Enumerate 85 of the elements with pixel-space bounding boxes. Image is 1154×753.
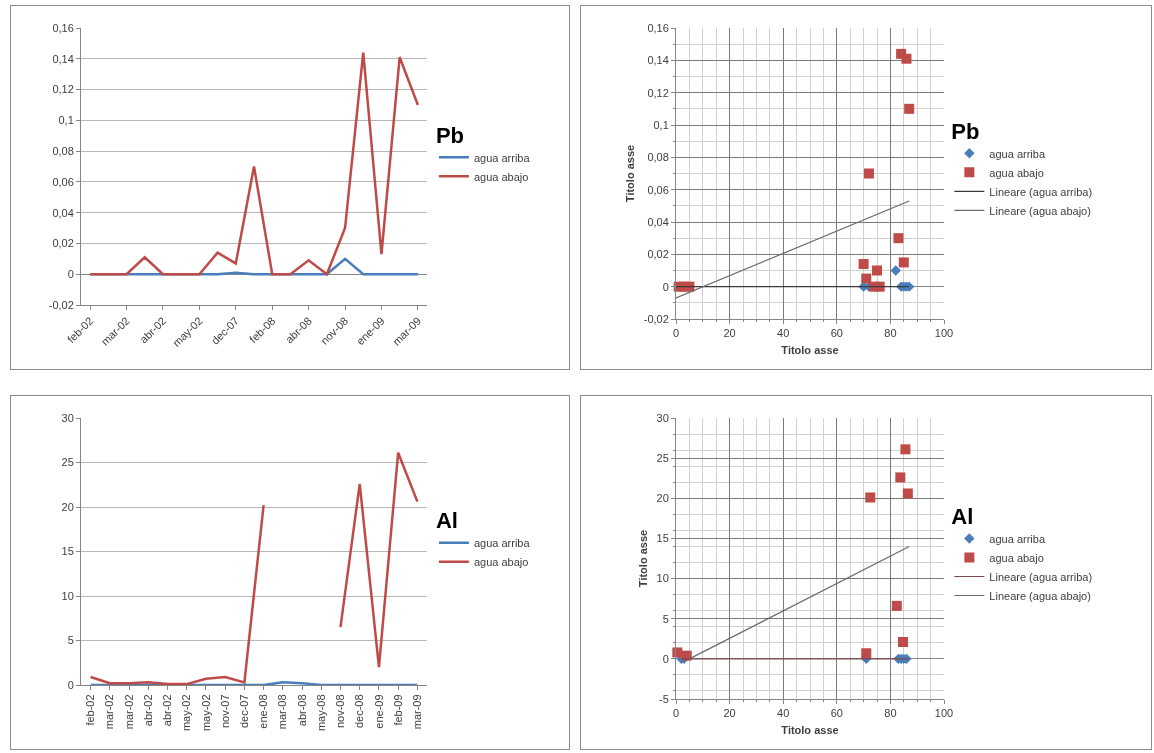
x-tick-label: 100 bbox=[934, 707, 954, 720]
legend-label: agua arriba bbox=[989, 147, 1046, 160]
y-tick-label: 0,02 bbox=[647, 248, 669, 261]
x-tick-label: ene-09 bbox=[372, 694, 385, 729]
x-tick-label: 20 bbox=[723, 327, 736, 340]
x-tick-label: mar-09 bbox=[410, 694, 423, 730]
x-axis-title: Titolo asse bbox=[781, 724, 839, 737]
y-tick-label: 0 bbox=[67, 678, 74, 691]
x-tick-label: 20 bbox=[723, 707, 736, 720]
x-tick-label: feb-09 bbox=[391, 694, 404, 726]
y-tick-label: 0,16 bbox=[647, 21, 669, 34]
y-tick-label: 5 bbox=[662, 612, 669, 625]
legend-label: agua abajo bbox=[473, 556, 529, 569]
y-tick-label: 0,12 bbox=[52, 83, 74, 96]
x-tick-label: 40 bbox=[777, 327, 790, 340]
x-tick-label: 0 bbox=[672, 707, 680, 720]
y-tick-label: 15 bbox=[61, 545, 74, 558]
legend-title: Pb bbox=[951, 118, 980, 144]
x-axis-title: Titolo asse bbox=[781, 344, 839, 357]
x-tick-label: dec-07 bbox=[237, 694, 250, 729]
y-tick-label: 0,14 bbox=[52, 52, 74, 65]
y-tick-label: -5 bbox=[659, 692, 669, 705]
legend-title: Al bbox=[435, 508, 458, 534]
y-tick-label: 0,04 bbox=[52, 206, 74, 219]
y-axis-title: Titolo asse bbox=[637, 529, 650, 588]
y-tick-label: 0 bbox=[662, 652, 669, 665]
legend-label: Lineare (agua abajo) bbox=[989, 589, 1091, 602]
x-tick-label: nov-07 bbox=[218, 694, 231, 729]
y-tick-label: 30 bbox=[656, 411, 669, 424]
y-tick-label: 0,08 bbox=[52, 144, 74, 157]
x-tick-label: mar-02 bbox=[103, 694, 116, 730]
y-tick-label: 0,12 bbox=[647, 86, 669, 99]
y-tick-label: 20 bbox=[656, 492, 669, 505]
legend-label: agua arriba bbox=[473, 537, 531, 550]
x-tick-label: mar-08 bbox=[276, 694, 289, 730]
x-tick-label: 80 bbox=[884, 707, 897, 720]
x-tick-label: ene-08 bbox=[257, 694, 270, 729]
y-tick-label: 15 bbox=[656, 532, 669, 545]
y-tick-label: 0 bbox=[67, 268, 74, 281]
x-tick-label: 0 bbox=[672, 327, 680, 340]
legend-label: Lineare (agua abajo) bbox=[989, 204, 1091, 217]
legend-title: Pb bbox=[435, 122, 465, 148]
y-tick-label: 0,04 bbox=[647, 215, 669, 228]
y-tick-label: -0,02 bbox=[643, 312, 669, 325]
x-tick-label: dec-08 bbox=[353, 694, 366, 729]
legend-label: agua abajo bbox=[989, 166, 1044, 179]
y-tick-label: 0,06 bbox=[52, 175, 74, 188]
legend-label: agua arriba bbox=[473, 151, 531, 164]
legend-title: Al bbox=[951, 503, 974, 529]
y-tick-label: 20 bbox=[61, 500, 74, 513]
y-tick-label: 25 bbox=[656, 451, 669, 464]
x-tick-label: nov-08 bbox=[334, 694, 347, 729]
x-tick-label: may-02 bbox=[199, 694, 212, 732]
legend-label: agua abajo bbox=[473, 170, 529, 183]
y-tick-label: 0,06 bbox=[647, 183, 669, 196]
y-tick-label: 25 bbox=[61, 456, 74, 469]
y-tick-label: 10 bbox=[656, 572, 669, 585]
y-tick-label: 0,16 bbox=[52, 21, 74, 34]
x-tick-label: may-08 bbox=[314, 694, 327, 732]
y-tick-label: 5 bbox=[67, 634, 74, 647]
y-tick-label: -0,02 bbox=[48, 298, 74, 311]
x-tick-label: 80 bbox=[884, 327, 897, 340]
x-tick-label: mar-02 bbox=[122, 694, 135, 730]
y-tick-label: 10 bbox=[61, 589, 74, 602]
x-tick-label: 60 bbox=[830, 327, 843, 340]
y-tick-label: 0,14 bbox=[647, 54, 669, 67]
legend-label: agua abajo bbox=[989, 551, 1044, 564]
y-tick-label: 0,1 bbox=[58, 114, 74, 127]
y-axis-title: Titolo asse bbox=[624, 144, 637, 203]
x-tick-label: abr-02 bbox=[161, 694, 174, 727]
x-tick-label: 40 bbox=[777, 707, 790, 720]
y-tick-label: 0 bbox=[662, 280, 669, 293]
legend-label: Lineare (agua arriba) bbox=[989, 185, 1093, 198]
x-tick-label: 60 bbox=[830, 707, 843, 720]
y-tick-label: 0,1 bbox=[653, 118, 669, 131]
x-tick-label: may-02 bbox=[180, 694, 193, 732]
x-tick-label: 100 bbox=[934, 327, 954, 340]
x-tick-label: abr-02 bbox=[141, 694, 154, 727]
legend-label: Lineare (agua arriba) bbox=[989, 570, 1093, 583]
x-tick-label: feb-02 bbox=[84, 694, 97, 726]
y-tick-label: 0,08 bbox=[647, 151, 669, 164]
y-tick-label: 30 bbox=[61, 411, 74, 424]
x-tick-label: abr-08 bbox=[295, 694, 308, 727]
y-tick-label: 0,02 bbox=[52, 237, 74, 250]
legend-label: agua arriba bbox=[989, 532, 1046, 545]
